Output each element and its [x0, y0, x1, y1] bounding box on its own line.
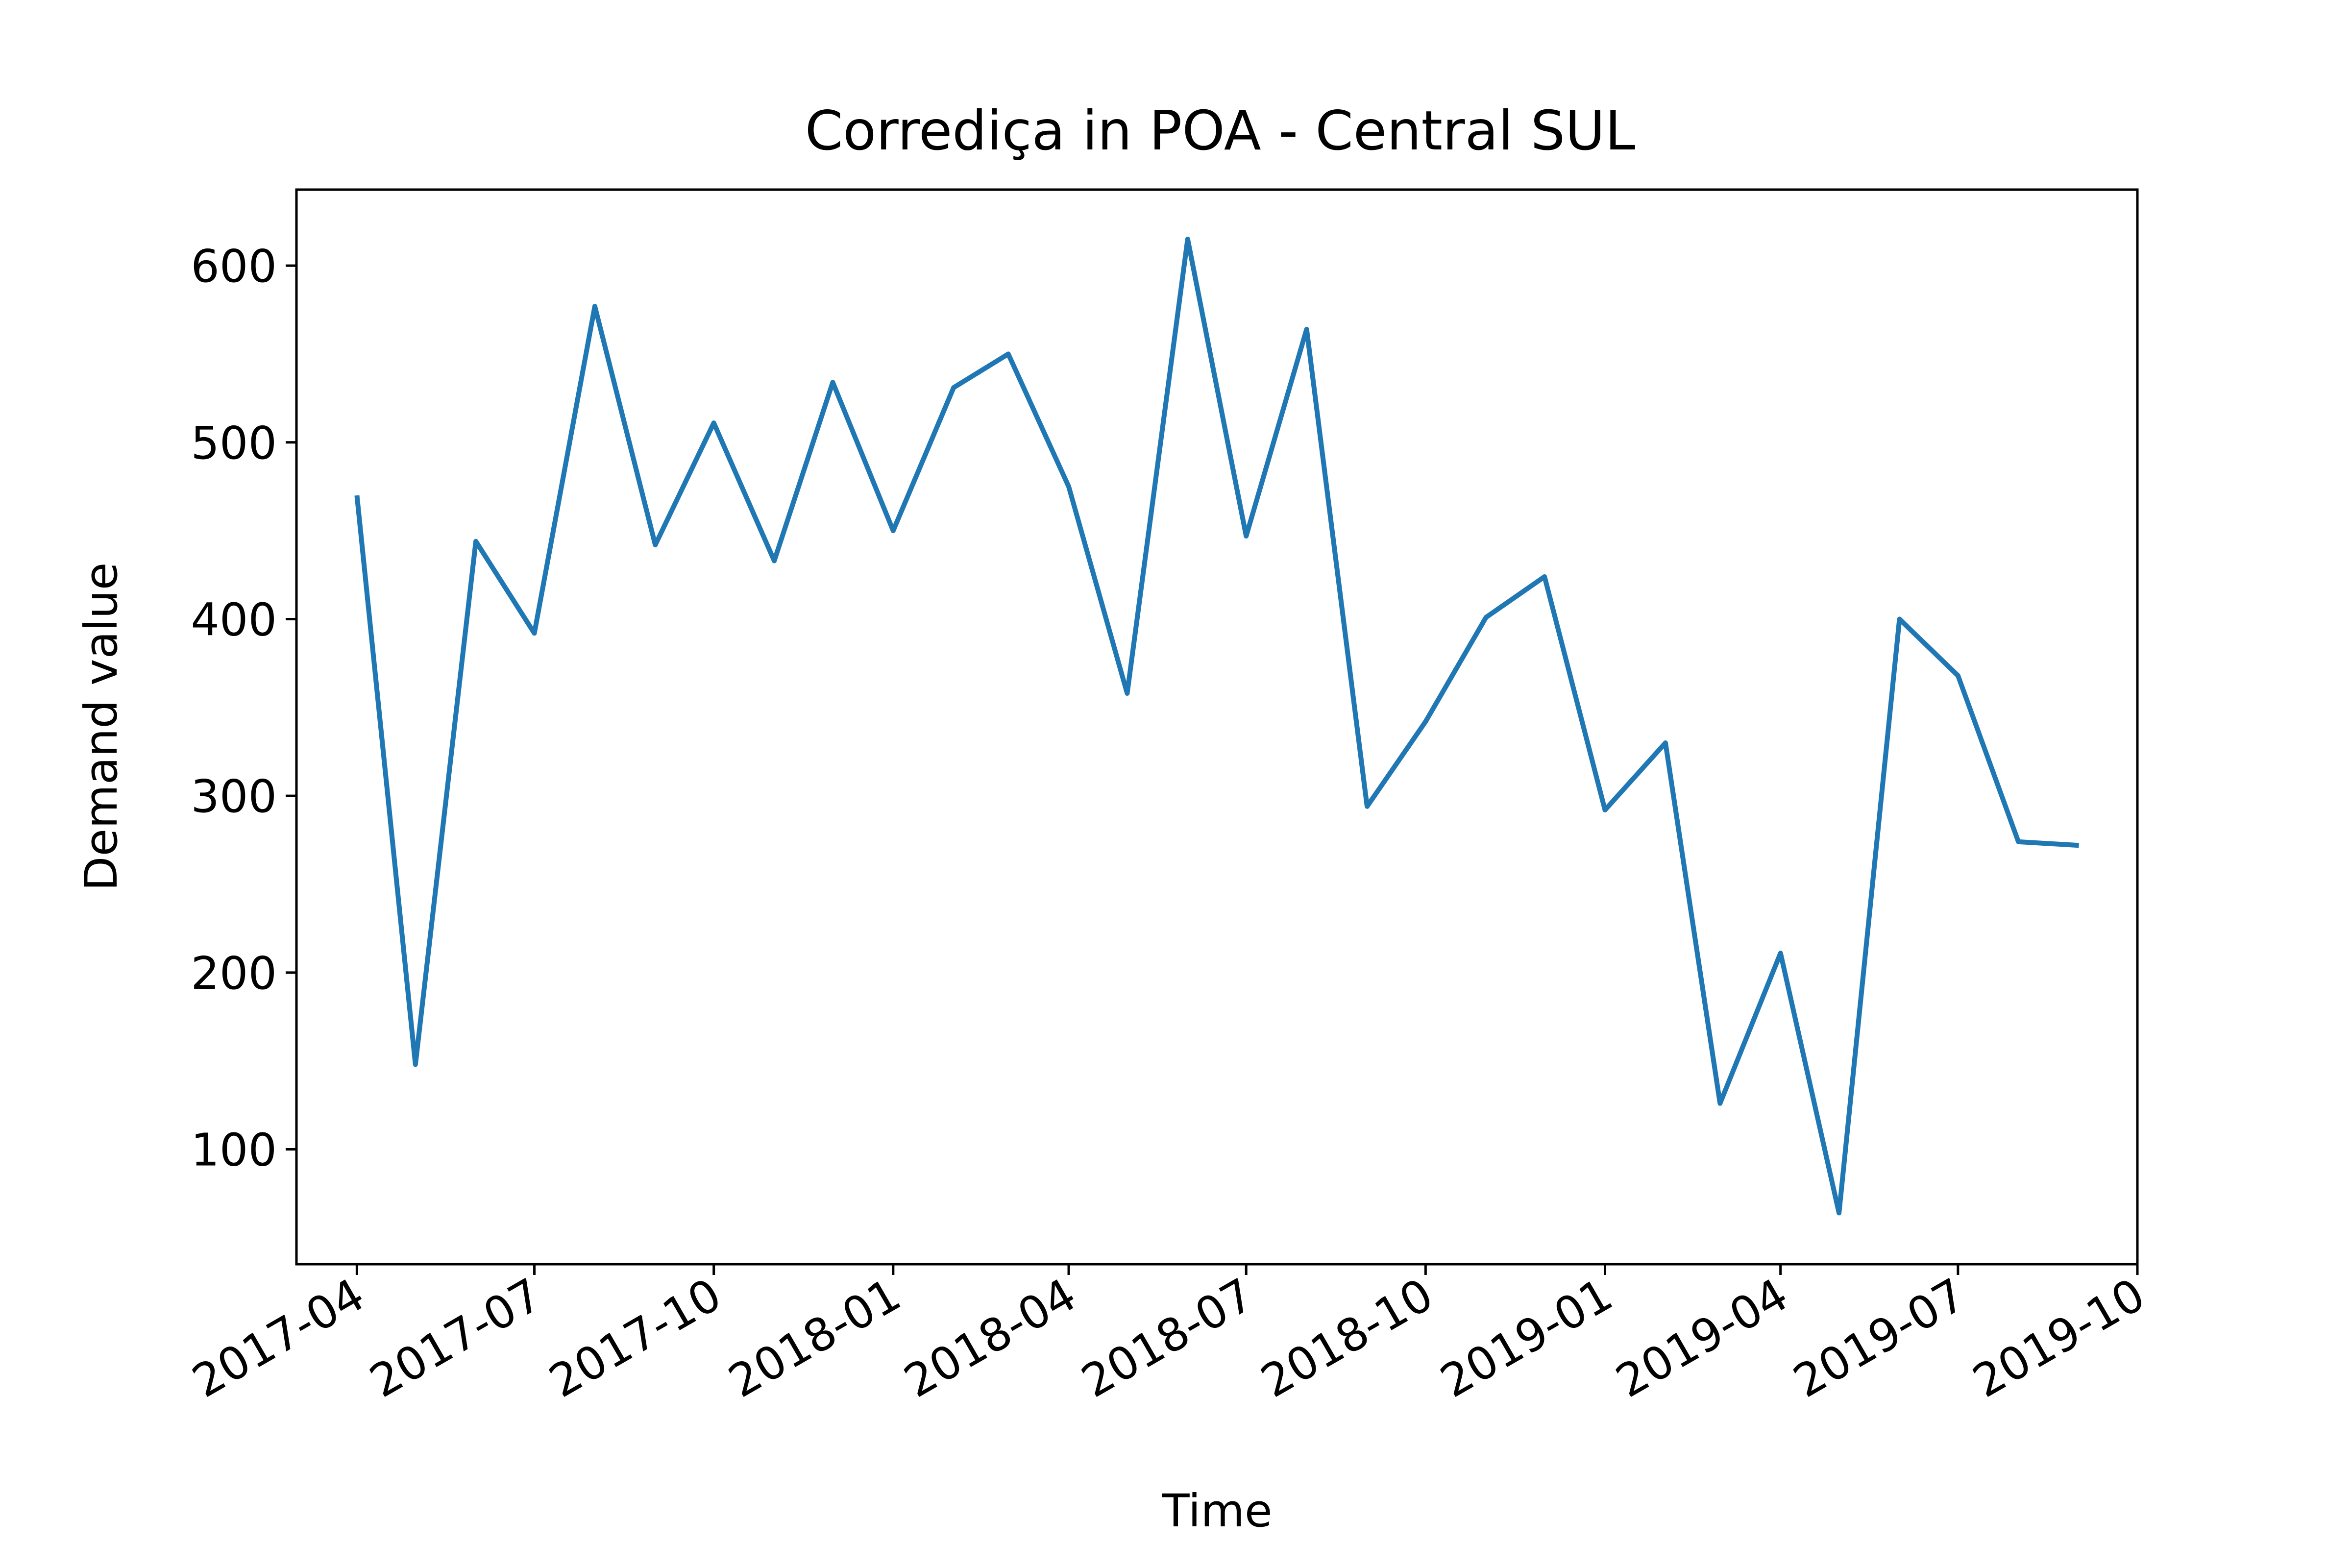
y-tick-label: 500 — [191, 417, 277, 469]
x-tick-label: 2018-04 — [896, 1268, 1085, 1408]
x-tick-label: 2018-10 — [1252, 1268, 1442, 1408]
x-axis: 2017-042017-072017-102018-012018-042018-… — [184, 1264, 2154, 1408]
plot-area — [354, 237, 2079, 1216]
y-tick-label: 300 — [191, 770, 277, 823]
plot-frame — [295, 188, 2139, 1266]
x-tick-label: 2019-10 — [1964, 1268, 2154, 1408]
y-tick-label: 200 — [191, 947, 277, 1000]
x-tick-label: 2018-01 — [720, 1268, 909, 1408]
y-tick-label: 400 — [191, 593, 277, 646]
series-line-0 — [354, 237, 2079, 1216]
x-tick-label: 2018-07 — [1073, 1268, 1262, 1408]
x-tick-label: 2019-01 — [1432, 1268, 1621, 1408]
chart-title: Corrediça in POA - Central SUL — [805, 99, 1636, 163]
y-axis-title: Demand value — [75, 563, 127, 891]
x-axis-title: Time — [1161, 1485, 1272, 1537]
y-tick-label: 600 — [191, 240, 277, 293]
x-tick-label: 2017-10 — [540, 1268, 730, 1408]
x-tick-label: 2017-04 — [184, 1268, 373, 1408]
x-tick-label: 2017-07 — [361, 1268, 550, 1408]
x-tick-label: 2019-07 — [1785, 1268, 1974, 1408]
x-tick-label: 2019-04 — [1607, 1268, 1796, 1408]
y-axis: 100 200 300 400 500 600 — [191, 240, 296, 1176]
y-tick-label: 100 — [191, 1124, 277, 1176]
